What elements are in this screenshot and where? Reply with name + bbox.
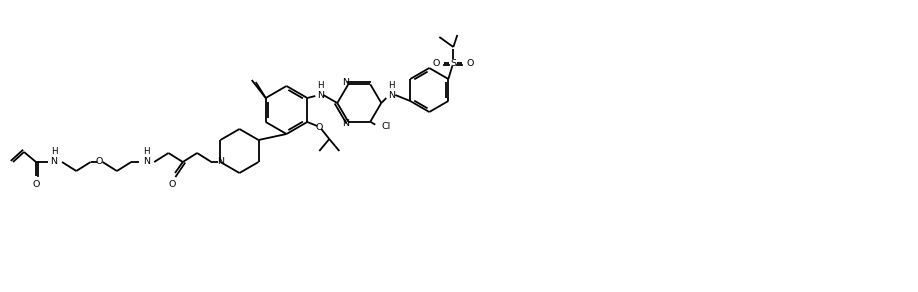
Text: N: N [387, 91, 395, 100]
Text: O: O [432, 58, 440, 67]
Text: S: S [451, 58, 456, 67]
Text: N: N [341, 78, 349, 87]
Text: H: H [388, 81, 395, 90]
Text: N: N [142, 157, 150, 166]
Text: O: O [168, 180, 175, 189]
Text: H: H [50, 147, 57, 157]
Text: O: O [32, 180, 39, 189]
Text: N: N [317, 91, 324, 100]
Text: H: H [317, 81, 324, 90]
Text: Cl: Cl [381, 122, 390, 131]
Text: O: O [316, 123, 323, 131]
Text: O: O [95, 157, 104, 166]
Text: N: N [341, 119, 349, 128]
Text: O: O [466, 58, 474, 67]
Text: H: H [143, 147, 150, 157]
Text: N: N [50, 157, 58, 166]
Text: N: N [217, 157, 224, 166]
